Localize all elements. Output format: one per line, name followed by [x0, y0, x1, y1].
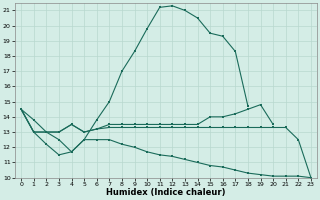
X-axis label: Humidex (Indice chaleur): Humidex (Indice chaleur): [106, 188, 226, 197]
